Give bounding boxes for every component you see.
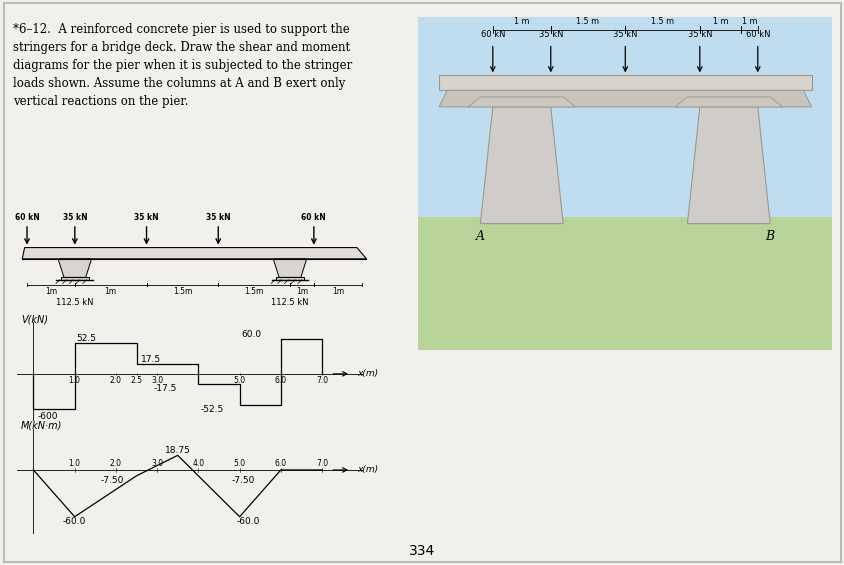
Text: 35 kN: 35 kN — [206, 213, 230, 222]
Text: 112.5 kN: 112.5 kN — [271, 298, 308, 307]
Text: 60 kN: 60 kN — [301, 213, 326, 222]
Text: 1.5m: 1.5m — [244, 288, 263, 297]
Text: -60.0: -60.0 — [236, 517, 259, 526]
Text: -17.5: -17.5 — [154, 384, 177, 393]
Text: 1.0: 1.0 — [68, 376, 80, 385]
Text: 60.0: 60.0 — [241, 329, 262, 338]
Text: -7.50: -7.50 — [100, 476, 124, 485]
Text: 60 kN: 60 kN — [744, 29, 769, 38]
Text: M(kN·m): M(kN·m) — [21, 421, 62, 431]
Text: 1m: 1m — [45, 288, 57, 297]
Polygon shape — [273, 259, 306, 277]
Polygon shape — [674, 97, 782, 107]
Text: 5.0: 5.0 — [233, 459, 246, 468]
Text: 1 m: 1 m — [712, 16, 728, 25]
Polygon shape — [479, 107, 562, 224]
Text: 3.0: 3.0 — [151, 459, 163, 468]
Text: 1.5 m: 1.5 m — [576, 16, 599, 25]
Text: 60 kN: 60 kN — [480, 29, 505, 38]
Polygon shape — [22, 247, 366, 259]
Polygon shape — [468, 97, 575, 107]
Text: 60 kN: 60 kN — [14, 213, 40, 222]
Text: 1.5m: 1.5m — [172, 288, 192, 297]
Text: 35 kN: 35 kN — [613, 29, 636, 38]
Text: B: B — [765, 231, 774, 244]
Text: 2.5: 2.5 — [130, 376, 143, 385]
Bar — [418, 217, 831, 350]
Text: *6–12.  A reinforced concrete pier is used to support the
stringers for a bridge: *6–12. A reinforced concrete pier is use… — [13, 23, 351, 107]
Text: 6.0: 6.0 — [274, 376, 287, 385]
Text: 35 kN: 35 kN — [687, 29, 711, 38]
Text: -7.50: -7.50 — [231, 476, 254, 485]
Polygon shape — [439, 75, 811, 90]
Text: 1 m: 1 m — [741, 16, 756, 25]
Text: 52.5: 52.5 — [77, 334, 96, 343]
Bar — [275, 277, 304, 280]
Text: 112.5 kN: 112.5 kN — [56, 298, 94, 307]
Polygon shape — [439, 90, 811, 107]
Bar — [61, 277, 89, 280]
Text: -600: -600 — [37, 412, 58, 421]
Text: -52.5: -52.5 — [200, 405, 224, 414]
Text: -60.0: -60.0 — [63, 517, 86, 526]
Text: 2.0: 2.0 — [110, 459, 122, 468]
Text: 4.0: 4.0 — [192, 459, 204, 468]
Text: 1m: 1m — [295, 288, 307, 297]
Text: 2.0: 2.0 — [110, 376, 122, 385]
Polygon shape — [58, 259, 91, 277]
Bar — [418, 17, 831, 217]
Text: 17.5: 17.5 — [140, 355, 160, 363]
Text: 7.0: 7.0 — [316, 459, 327, 468]
Text: 1.0: 1.0 — [68, 459, 80, 468]
Text: 6.0: 6.0 — [274, 459, 287, 468]
Text: 1m: 1m — [105, 288, 116, 297]
Text: 5.0: 5.0 — [233, 376, 246, 385]
Text: 7.0: 7.0 — [316, 376, 327, 385]
Text: 1m: 1m — [332, 288, 344, 297]
Text: 35 kN: 35 kN — [538, 29, 562, 38]
Text: 334: 334 — [408, 544, 436, 558]
Text: 18.75: 18.75 — [165, 446, 191, 455]
Text: 35 kN: 35 kN — [62, 213, 87, 222]
Text: x(m): x(m) — [357, 466, 378, 475]
Text: 3.0: 3.0 — [151, 376, 163, 385]
Text: V(kN): V(kN) — [21, 314, 48, 324]
Text: 1.5 m: 1.5 m — [650, 16, 674, 25]
Text: x(m): x(m) — [357, 370, 378, 379]
Text: A: A — [475, 231, 484, 244]
Text: 1 m: 1 m — [513, 16, 529, 25]
Text: 35 kN: 35 kN — [134, 213, 159, 222]
Polygon shape — [687, 107, 770, 224]
